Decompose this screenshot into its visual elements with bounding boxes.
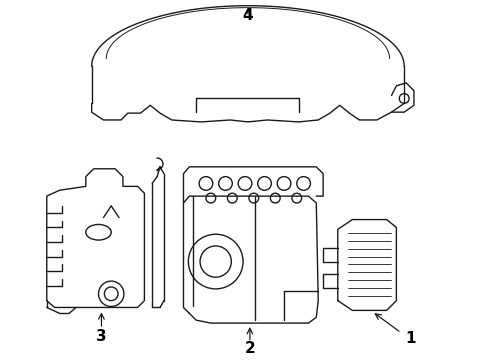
- Text: 1: 1: [406, 331, 416, 346]
- Text: 3: 3: [96, 329, 107, 344]
- Text: 2: 2: [245, 341, 255, 356]
- Text: 4: 4: [243, 8, 253, 23]
